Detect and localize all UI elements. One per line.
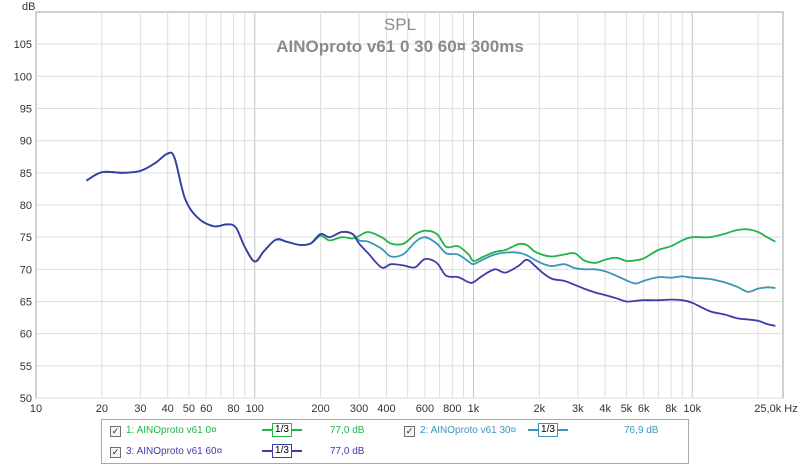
chart-subtitle: AINOproto v61 0 30 60¤ 300ms: [276, 37, 524, 56]
x-tick-label-0: 10: [30, 403, 42, 415]
x-tick-label-15: 3k: [572, 403, 584, 415]
legend: ✓ 1: AINOproto v61 0¤ 1/3 77,0 dB ✓ 2: A…: [101, 419, 689, 464]
x-tick-label-3: 40: [162, 403, 174, 415]
y-tick-label-11: 105: [14, 39, 32, 51]
x-tick-label-7: 100: [246, 403, 264, 415]
series-2-smoothing-value: 1/3: [538, 423, 558, 437]
chart-title: SPL: [384, 15, 416, 34]
x-tick-label-2: 30: [134, 403, 146, 415]
y-tick-label-5: 75: [20, 232, 32, 244]
x-tick-label-21: 25,0k Hz: [754, 403, 797, 415]
x-tick-label-10: 400: [377, 403, 395, 415]
y-tick-label-6: 80: [20, 200, 32, 212]
x-tick-label-1: 20: [96, 403, 108, 415]
x-tick-label-5: 60: [200, 403, 212, 415]
series-1-checkbox[interactable]: ✓: [110, 426, 121, 437]
series-3-smoothing-value: 1/3: [272, 444, 292, 458]
series-1-smoothing-value: 1/3: [272, 423, 292, 437]
x-tick-label-9: 300: [350, 403, 368, 415]
y-tick-label-10: 100: [14, 71, 32, 83]
y-tick-label-9: 95: [20, 104, 32, 116]
series-3-checkbox[interactable]: ✓: [110, 447, 121, 458]
x-tick-label-13: 1k: [468, 403, 480, 415]
series-lines: [85, 151, 776, 327]
x-tick-label-18: 6k: [638, 403, 650, 415]
y-tick-label-1: 55: [20, 361, 32, 373]
x-tick-label-17: 5k: [621, 403, 633, 415]
x-tick-label-12: 800: [443, 403, 461, 415]
y-tick-label-7: 85: [20, 168, 32, 180]
y-tick-label-0: 50: [20, 393, 32, 405]
series-2-level: 76,9 dB: [624, 425, 659, 436]
x-tick-label-20: 10k: [683, 403, 701, 415]
y-tick-label-3: 65: [20, 297, 32, 309]
series-3-level: 77,0 dB: [330, 446, 365, 457]
x-tick-label-8: 200: [311, 403, 329, 415]
x-tick-label-14: 2k: [534, 403, 546, 415]
series-2-checkbox[interactable]: ✓: [404, 426, 415, 437]
series-2-label: 2: AINOproto v61 30¤: [420, 425, 517, 436]
x-tick-label-11: 600: [416, 403, 434, 415]
y-tick-label-2: 60: [20, 329, 32, 341]
series-1-level: 77,0 dB: [330, 425, 365, 436]
spl-chart: 50 55 60 65 70 75 80 85 90 95 100 105 10 20 30 40 50 60 8…: [14, 1, 798, 415]
series-1-smoothing[interactable]: 1/3: [262, 423, 302, 437]
x-axis-ticks: 10 20 30 40 50 60 80 100 200 300 400 600 800 1k 2k 3k 4k…: [30, 403, 798, 415]
y-axis-ticks: 50 55 60 65 70 75 80 85 90 95 100 105: [14, 39, 32, 405]
x-tick-label-19: 8k: [665, 403, 677, 415]
series-line-3: [85, 151, 776, 327]
x-tick-label-16: 4k: [599, 403, 611, 415]
series-3-label: 3: AINOproto v61 60¤: [126, 446, 223, 457]
series-3-smoothing[interactable]: 1/3: [262, 444, 302, 458]
y-tick-label-4: 70: [20, 264, 32, 276]
series-1-label: 1: AINOproto v61 0¤: [126, 425, 217, 436]
grid: [36, 12, 783, 399]
x-tick-label-6: 80: [227, 403, 239, 415]
x-tick-label-4: 50: [183, 403, 195, 415]
y-tick-label-8: 90: [20, 136, 32, 148]
y-unit-label: dB: [22, 1, 35, 13]
series-2-smoothing[interactable]: 1/3: [528, 423, 568, 437]
